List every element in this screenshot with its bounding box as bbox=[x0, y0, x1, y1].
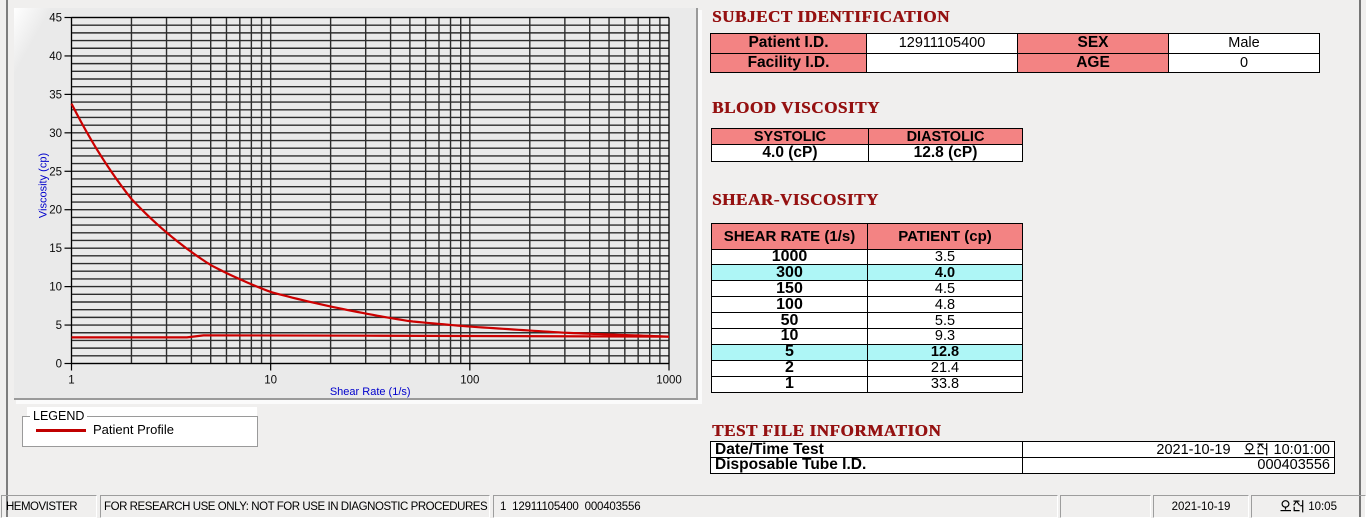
svg-text:1000: 1000 bbox=[656, 375, 682, 387]
svg-text:15: 15 bbox=[49, 243, 62, 255]
svg-text:40: 40 bbox=[49, 51, 62, 63]
svg-text:Viscosity (cp): Viscosity (cp) bbox=[38, 153, 50, 218]
svg-text:5: 5 bbox=[56, 320, 62, 332]
svg-text:30: 30 bbox=[49, 128, 62, 140]
svg-text:1: 1 bbox=[68, 375, 74, 387]
svg-text:35: 35 bbox=[49, 89, 62, 101]
svg-text:10: 10 bbox=[264, 375, 277, 387]
svg-text:Shear Rate (1/s): Shear Rate (1/s) bbox=[330, 386, 411, 398]
svg-text:45: 45 bbox=[49, 13, 62, 25]
svg-text:25: 25 bbox=[49, 166, 62, 178]
svg-text:0: 0 bbox=[56, 359, 62, 371]
svg-text:20: 20 bbox=[49, 205, 62, 217]
svg-text:100: 100 bbox=[460, 375, 479, 387]
svg-text:10: 10 bbox=[49, 282, 62, 294]
